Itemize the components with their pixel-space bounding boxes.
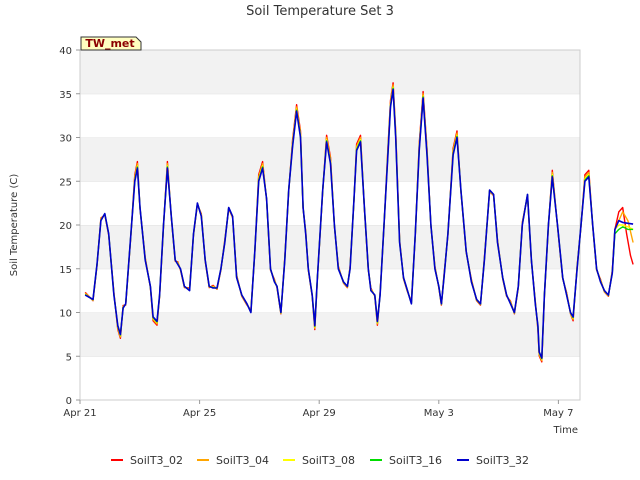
series-lines xyxy=(84,82,634,363)
y-tick-label: 15 xyxy=(59,265,72,276)
legend-item-soilt3-16: SoilT3_16 xyxy=(370,454,442,467)
y-tick-label: 10 xyxy=(59,309,72,320)
x-tick-label: Apr 29 xyxy=(303,408,336,419)
legend-label: SoilT3_02 xyxy=(130,454,183,467)
site-label: TW_met xyxy=(85,37,134,50)
y-tick-label: 20 xyxy=(59,221,72,232)
grid-bands xyxy=(80,49,580,400)
grid-band xyxy=(80,93,580,138)
grid-band xyxy=(80,356,580,400)
x-tick-label: May 7 xyxy=(543,408,573,419)
legend-item-soilt3-04: SoilT3_04 xyxy=(197,454,269,467)
x-tick-label: May 3 xyxy=(424,408,454,419)
legend-item-soilt3-08: SoilT3_08 xyxy=(283,454,355,467)
x-axis-title: Time xyxy=(553,425,578,436)
x-axis-ticks: Apr 21 Apr 25 Apr 29 May 3 May 7 xyxy=(63,400,574,419)
y-tick-label: 35 xyxy=(59,90,72,101)
x-tick-label: Apr 21 xyxy=(63,408,96,419)
grid-band xyxy=(80,50,580,94)
legend-label: SoilT3_04 xyxy=(216,454,269,467)
grid-band xyxy=(80,181,580,225)
y-tick-label: 30 xyxy=(59,134,72,145)
legend-item-soilt3-32: SoilT3_32 xyxy=(457,454,529,467)
grid-band xyxy=(80,268,580,313)
site-label-shape xyxy=(80,36,142,51)
legend-label: SoilT3_08 xyxy=(302,454,355,467)
series-line-soilt3-32 xyxy=(84,88,634,359)
legend: SoilT3_02 SoilT3_04 SoilT3_08 SoilT3_16 Soil… xyxy=(111,454,529,467)
y-tick-label: 5 xyxy=(66,352,72,363)
y-axis-title: Soil Temperature (C) xyxy=(9,174,20,277)
legend-label: SoilT3_32 xyxy=(476,454,529,467)
site-label-box: TW_met xyxy=(80,36,142,51)
y-tick-label: 25 xyxy=(59,177,72,188)
grid-band xyxy=(80,225,580,269)
legend-label: SoilT3_16 xyxy=(389,454,442,467)
y-axis-ticks: 0 5 10 15 20 25 30 35 40 xyxy=(59,46,80,407)
grid-band xyxy=(80,312,580,357)
y-tick-label: 0 xyxy=(66,396,72,407)
x-tick-label: Apr 25 xyxy=(183,408,216,419)
chart-title: Soil Temperature Set 3 xyxy=(246,4,394,19)
y-tick-label: 40 xyxy=(59,46,72,57)
legend-item-soilt3-02: SoilT3_02 xyxy=(111,454,183,467)
